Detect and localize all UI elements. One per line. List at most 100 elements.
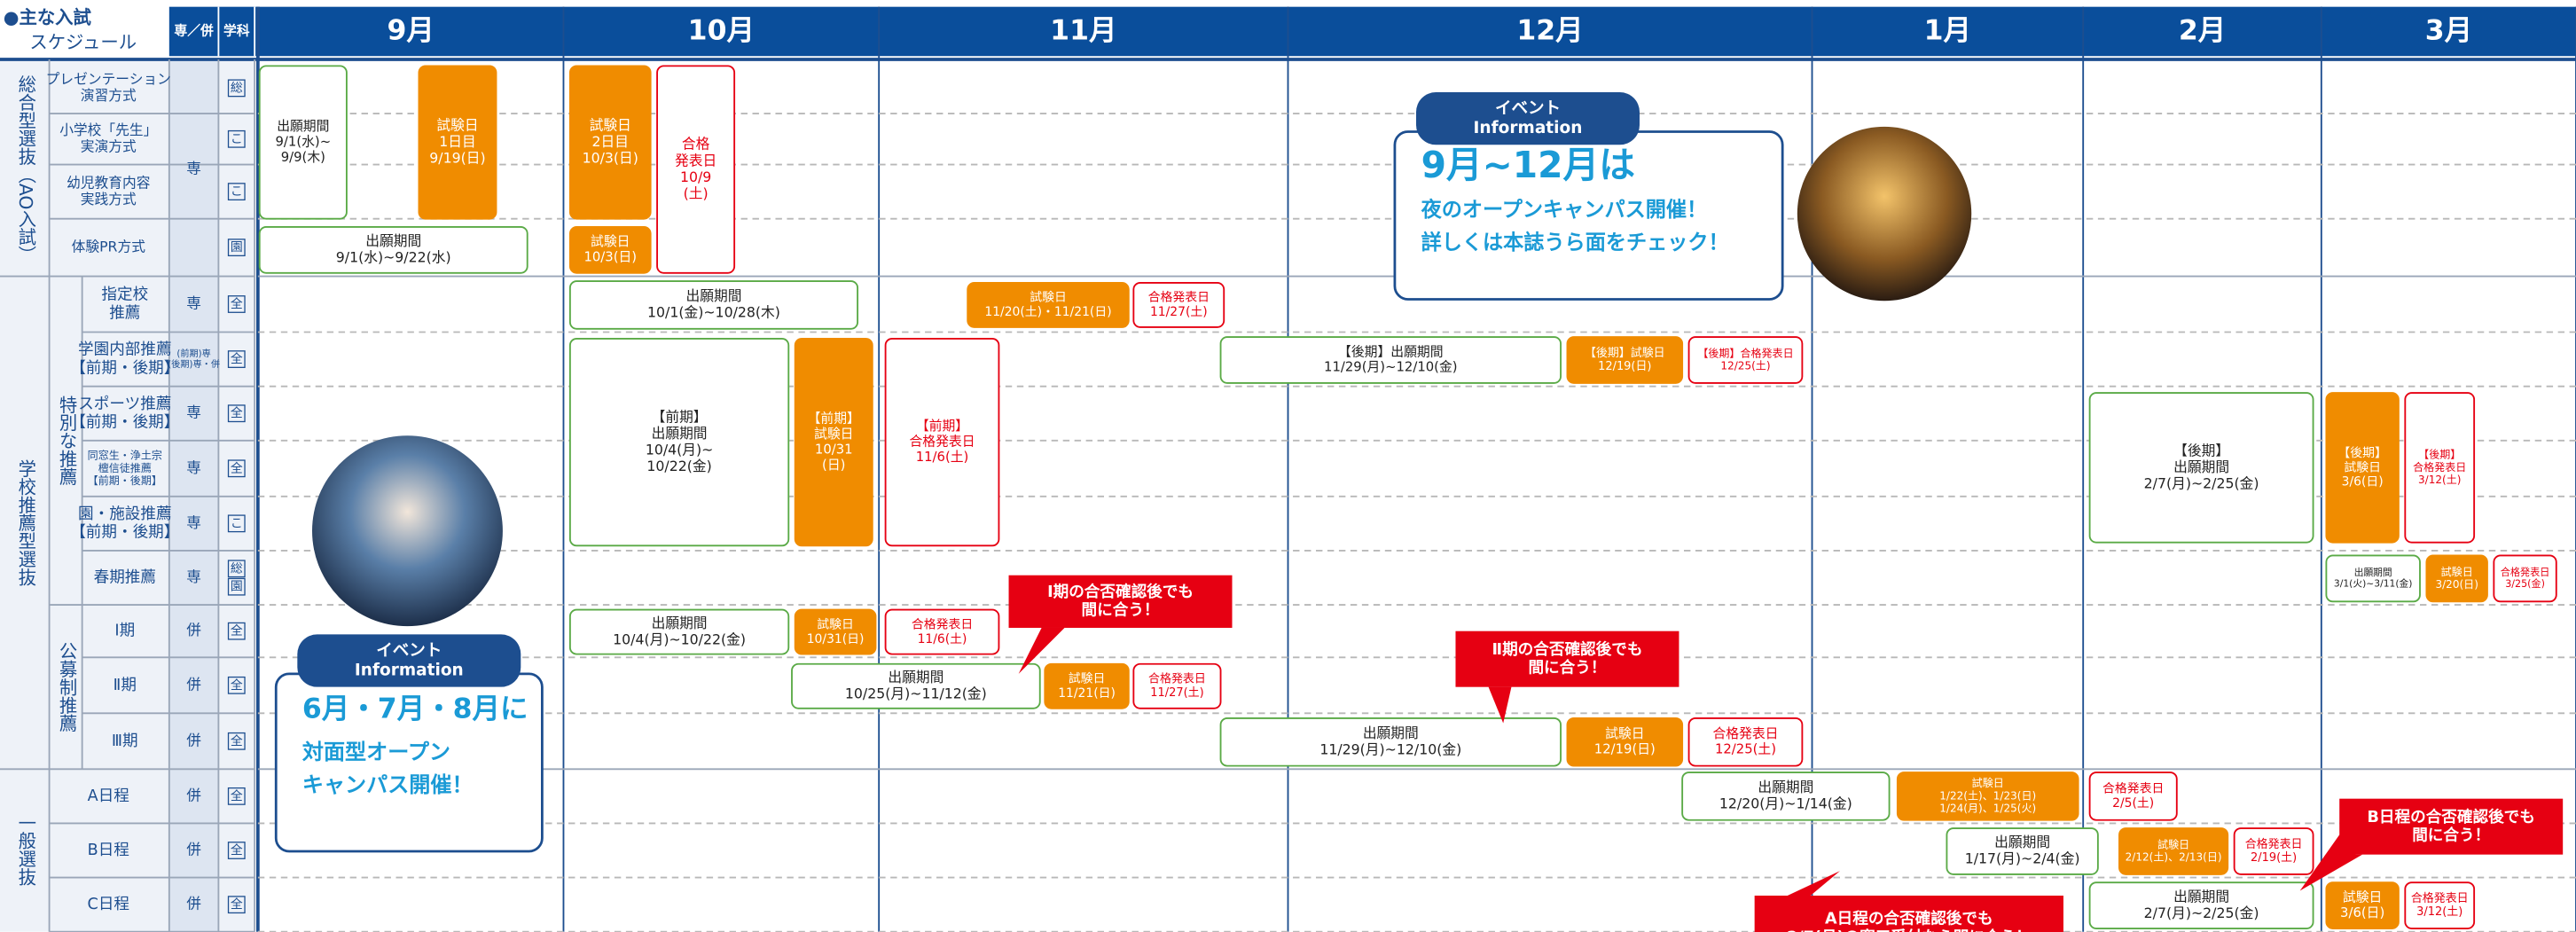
row-name: 演習方式 (81, 87, 137, 104)
schedule-text: 出願期間 (1994, 834, 2050, 850)
schedule-text: 1/17(月)~2/4(金) (1965, 850, 2080, 867)
schedule-box (1566, 336, 1684, 384)
event-badge-text: Information (1474, 119, 1583, 137)
month-label: 10月 (688, 14, 755, 46)
row-type: 併 (186, 896, 201, 912)
schedule-text: 3/12(土) (2416, 905, 2462, 919)
event-body: 夜のオープンキャンパス開催！ (1421, 198, 1708, 222)
header-bar (168, 6, 2576, 57)
schedule-text: 出願期間 (888, 669, 943, 685)
schedule-text: 【前期】 (808, 411, 860, 426)
dept-icon-label: 総 (231, 81, 243, 95)
schedule-box (568, 337, 790, 547)
photo (312, 435, 503, 627)
row-type: 併 (186, 622, 201, 638)
schedule-text: 11/27(土) (1150, 305, 1208, 319)
schedule-text: 10/9 (680, 168, 711, 185)
dept-icon-label: 園 (231, 240, 243, 255)
schedule-text: 試験日 (814, 427, 853, 442)
dept-icon (227, 577, 246, 596)
schedule-box (2325, 392, 2400, 544)
schedule-box (2088, 881, 2314, 929)
dept-icon-label: こ (231, 516, 243, 530)
schedule-text: 合格発表日 (1712, 726, 1778, 741)
schedule-text: 2/5(土) (2112, 796, 2154, 811)
row-name: Ⅱ期 (114, 677, 137, 694)
event-badge-text: Information (355, 661, 464, 679)
schedule-text: 合格発表日 (2411, 891, 2469, 905)
schedule-box (884, 337, 1000, 547)
schedule-box (794, 337, 873, 547)
schedule-text: 12/20(月)~1/14(金) (1719, 795, 1852, 812)
schedule-box (1132, 282, 1225, 328)
schedule-text: 試験日 (590, 116, 631, 133)
callout-text: B日程の合否確認後でも (2368, 808, 2535, 826)
callout-text: Ⅰ期の合否確認後でも (1047, 583, 1194, 601)
row-type: 併 (186, 676, 201, 693)
schedule-text: 合格発表日 (1148, 672, 1206, 686)
schedule-text: 【前期】 (916, 419, 968, 434)
schedule-text: 【前期】 (652, 408, 708, 425)
callout-text: 間に合う！ (2412, 826, 2490, 845)
header-title: ●主な入試 (4, 7, 92, 28)
row-name: 学園内部推薦 (78, 341, 172, 359)
schedule-text: 2/12(土)、2/13(日) (2126, 851, 2222, 864)
row-name: 推薦 (109, 304, 140, 322)
schedule-text: 試験日 (1605, 726, 1644, 741)
row-name: 【前期・後期】 (70, 414, 179, 432)
schedule-text: 【後期】出願期間 (1338, 344, 1443, 359)
group-label: 公募制推薦 (56, 642, 77, 732)
dept-icon (227, 622, 246, 640)
group-label: 学校推薦型選抜 (15, 459, 36, 586)
schedule-box (2088, 771, 2178, 821)
schedule-text: 【後期】 (2173, 442, 2229, 458)
schedule-text: 10/3(日) (583, 150, 638, 167)
schedule-text: 1/24(月)、1/25(火) (1939, 803, 2036, 815)
row-type: (前期)専 (176, 348, 210, 359)
dept-icon-label: 全 (231, 623, 243, 638)
schedule-text: 出願期間 (1758, 779, 1813, 795)
dept-icon (227, 129, 246, 148)
schedule-text: 合格発表日 (912, 617, 973, 631)
schedule-text: 試験日 (2157, 837, 2189, 850)
row-type: 併 (186, 732, 201, 748)
dept-icon (227, 514, 246, 533)
schedule-text: 出願期間 (652, 425, 708, 442)
schedule-text: 1日目 (439, 133, 475, 150)
callout-text: A日程の合否確認後でも (1825, 910, 1993, 928)
event-badge (297, 634, 521, 687)
row-name: スポーツ推薦 (78, 396, 171, 413)
callout-pointer (1787, 871, 1840, 896)
row-type: 専 (186, 568, 201, 585)
row-name: A日程 (88, 787, 129, 805)
schedule-box (967, 282, 1130, 328)
schedule-box (2425, 554, 2488, 603)
dept-icon (227, 787, 246, 805)
schedule-text: 11/20(土)・11/21(日) (984, 305, 1111, 319)
month-label: 11月 (1050, 14, 1116, 46)
dept-icon (227, 404, 246, 423)
row-name: 園・施設推薦 (78, 505, 172, 523)
schedule-text: 【後期】合格発表日 (1697, 346, 1793, 359)
schedule-text: 試験日 (2344, 460, 2381, 474)
schedule-text: 発表日 (675, 152, 716, 168)
dept-icon (227, 732, 246, 750)
row-type: 併 (186, 787, 201, 803)
month-label: 9月 (387, 14, 434, 46)
callout-text: Ⅱ期の合否確認後でも (1492, 640, 1642, 659)
schedule-box (258, 226, 529, 274)
schedule-text: 試験日 (2441, 565, 2473, 578)
schedule-text: 2/19(土) (2251, 851, 2297, 865)
schedule-box (2325, 554, 2421, 603)
dept-icon (227, 896, 246, 914)
schedule-text: (日) (822, 458, 845, 473)
schedule-box (2233, 827, 2314, 875)
schedule-text: (土) (684, 184, 709, 201)
schedule-text: 11/6(土) (916, 450, 969, 465)
row-name: 【前期・後期】 (70, 524, 179, 542)
callout-text: 2/7(月)の窓口受付なら間に合う！ (1787, 928, 2032, 932)
schedule-text: 合格発表日 (2245, 837, 2303, 851)
schedule-text: 1/22(土)、1/23(日) (1939, 789, 2036, 802)
schedule-text: 11/6(土) (918, 632, 967, 646)
